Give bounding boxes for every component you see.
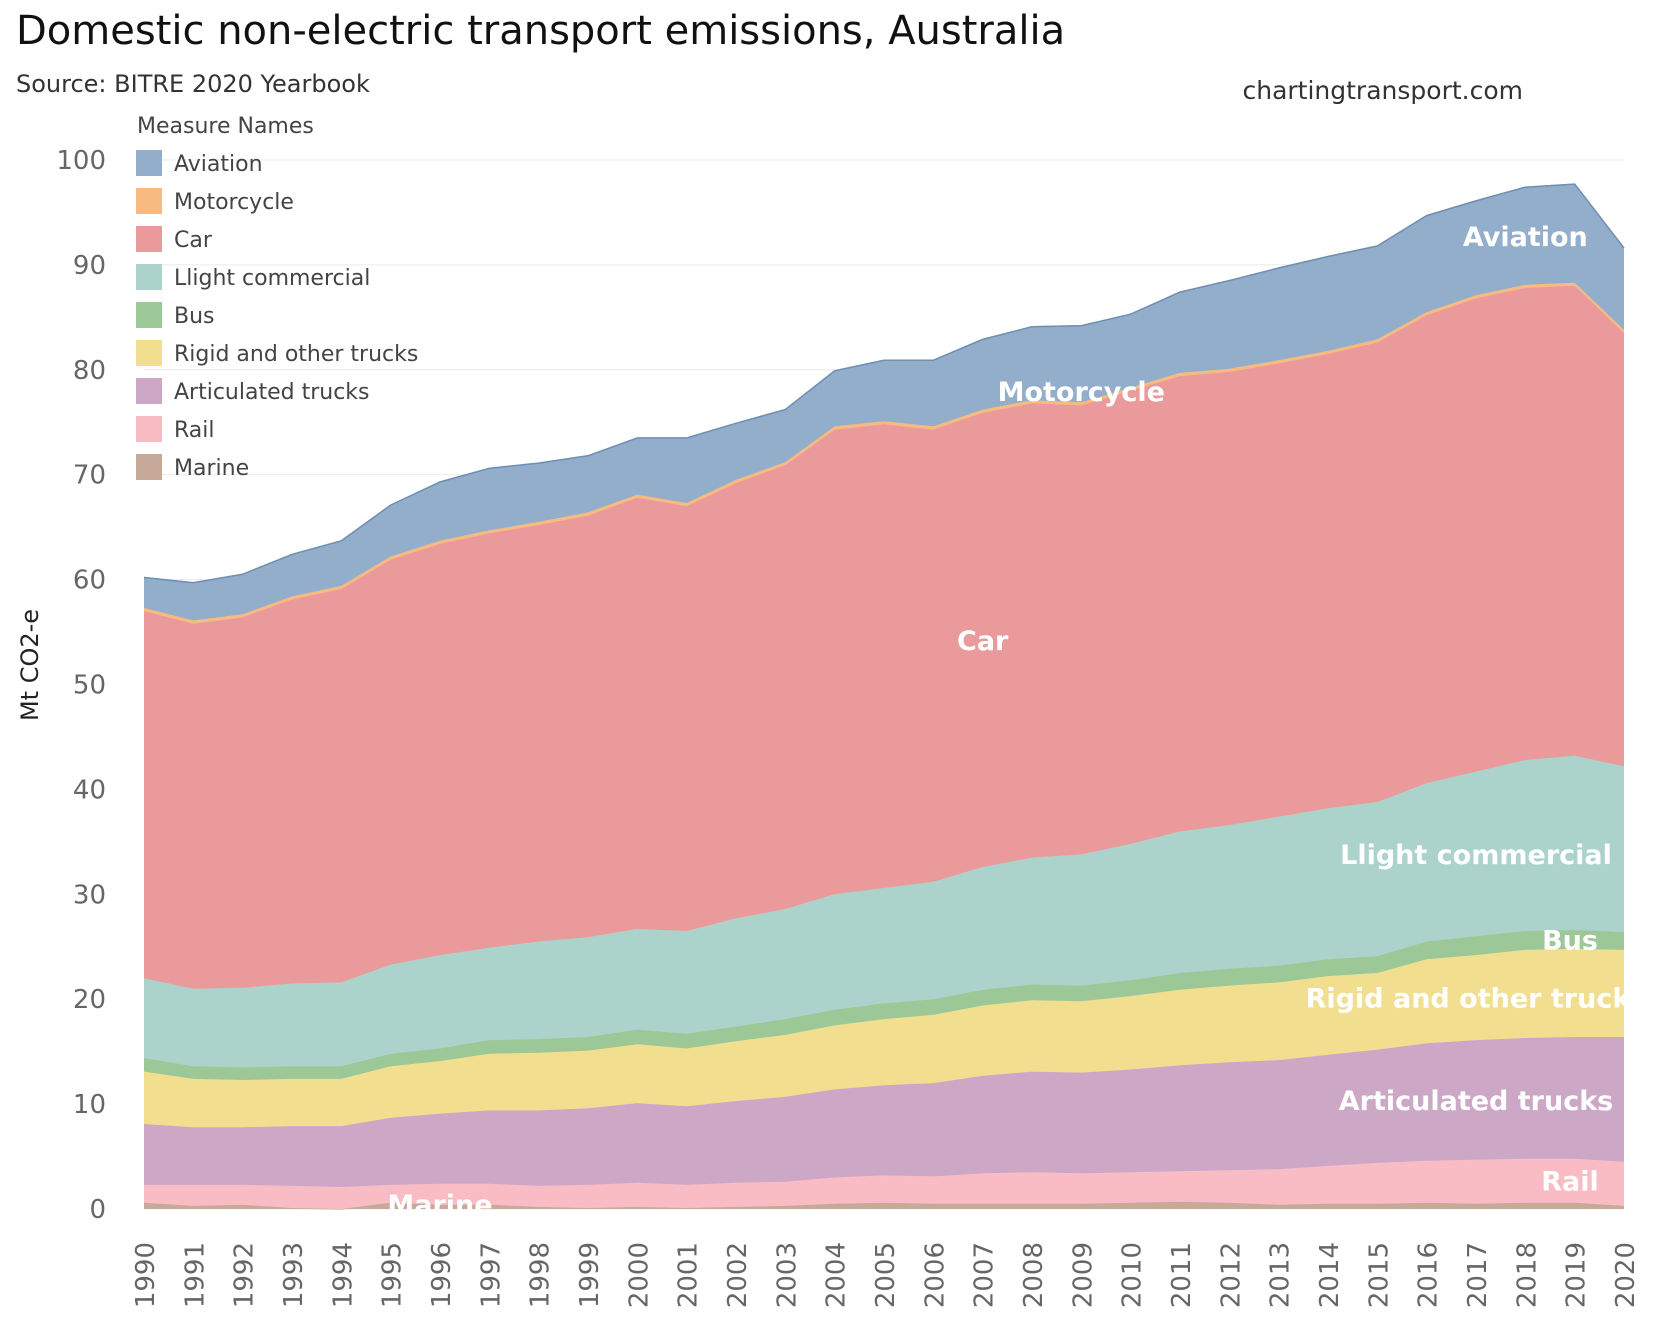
legend-swatch-motorcycle — [136, 188, 162, 214]
series-label-car: Car — [957, 626, 1009, 657]
chart-subtitle: Source: BITRE 2020 Yearbook — [16, 70, 370, 98]
credit-text: chartingtransport.com — [1242, 76, 1523, 105]
x-tick-label: 2003 — [772, 1242, 802, 1308]
y-tick-label: 0 — [89, 1195, 106, 1225]
y-axis-label: Mt CO2-e — [16, 609, 44, 721]
x-tick-label: 2015 — [1364, 1242, 1394, 1308]
x-tick-label: 2006 — [920, 1242, 950, 1308]
total-outline — [143, 183, 1625, 584]
x-tick-label: 2012 — [1216, 1242, 1246, 1308]
legend-title: Measure Names — [137, 114, 314, 139]
y-tick-label: 20 — [73, 985, 106, 1015]
y-axis: 0 10 20 30 40 50 60 70 80 90 100 — [56, 146, 106, 1225]
area-rigid-and-other-trucks — [144, 948, 1624, 1128]
legend-label-rail: Rail — [174, 418, 215, 443]
legend-label-car: Car — [174, 228, 213, 253]
series-label-motorcycle: Motorcycle — [998, 377, 1165, 408]
legend-label-aviation: Aviation — [174, 152, 263, 177]
x-tick-label: 1991 — [180, 1242, 210, 1308]
area-aviation — [144, 184, 1624, 621]
x-tick-label: 1990 — [131, 1242, 161, 1308]
series-label-marine: Marine — [387, 1190, 492, 1221]
x-tick-label: 2016 — [1414, 1242, 1444, 1308]
legend-swatch-articulated-trucks — [136, 378, 162, 404]
y-tick-label: 10 — [73, 1090, 106, 1120]
legend-swatch-aviation — [136, 150, 162, 176]
x-tick-label: 2008 — [1019, 1242, 1049, 1308]
area-car — [144, 285, 1624, 989]
x-tick-label: 2018 — [1512, 1242, 1542, 1308]
legend-label-motorcycle: Motorcycle — [174, 190, 294, 215]
legend-label-bus: Bus — [174, 304, 215, 329]
series-label-rigid-and-other-trucks: Rigid and other trucks — [1306, 984, 1647, 1015]
y-tick-label: 40 — [73, 775, 106, 805]
legend-swatch-marine — [136, 454, 162, 480]
legend-label-llight-commercial: Llight commercial — [174, 266, 370, 291]
x-tick-label: 2000 — [624, 1242, 654, 1308]
x-tick-label: 2009 — [1068, 1242, 1098, 1308]
legend: Measure Names Aviation Motorcycle Car Lligh… — [136, 114, 418, 481]
area-llight-commercial — [144, 755, 1624, 1068]
y-tick-label: 80 — [73, 356, 106, 386]
y-tick-label: 30 — [73, 880, 106, 910]
legend-swatch-car — [136, 226, 162, 252]
x-tick-label: 1996 — [427, 1242, 457, 1308]
series-label-bus: Bus — [1542, 925, 1598, 956]
series-label-llight-commercial: Llight commercial — [1340, 840, 1612, 871]
y-tick-label: 50 — [73, 670, 106, 700]
x-tick-label: 1995 — [378, 1242, 408, 1308]
x-axis: 1990 1991 1992 1993 1994 1995 1996 1997 1998 1999… — [131, 1242, 1641, 1308]
x-tick-label: 2020 — [1611, 1242, 1641, 1308]
area-series-group — [143, 183, 1625, 1210]
x-tick-label: 2002 — [723, 1242, 753, 1308]
legend-swatch-rigid-and-other-trucks — [136, 340, 162, 366]
legend-label-articulated-trucks: Articulated trucks — [174, 380, 370, 405]
chart-title: Domestic non-electric transport emission… — [16, 8, 1066, 54]
x-tick-label: 2014 — [1315, 1242, 1345, 1308]
series-labels: Aviation Motorcycle Car Llight commercial Bu… — [387, 222, 1646, 1221]
legend-swatch-rail — [136, 416, 162, 442]
series-label-articulated-trucks: Articulated trucks — [1339, 1086, 1614, 1117]
x-tick-label: 2005 — [871, 1242, 901, 1308]
legend-label-marine: Marine — [174, 456, 249, 481]
series-label-aviation: Aviation — [1463, 222, 1588, 253]
x-tick-label: 1999 — [575, 1242, 605, 1308]
y-tick-label: 90 — [73, 251, 106, 281]
x-tick-label: 2004 — [822, 1242, 852, 1308]
x-tick-label: 2019 — [1562, 1242, 1592, 1308]
x-tick-label: 2001 — [674, 1242, 704, 1308]
series-label-rail: Rail — [1541, 1167, 1599, 1198]
legend-swatch-llight-commercial — [136, 264, 162, 290]
area-rail — [144, 1158, 1624, 1209]
x-tick-label: 1992 — [230, 1242, 260, 1308]
x-tick-label: 2013 — [1266, 1242, 1296, 1308]
y-tick-label: 100 — [56, 146, 106, 176]
x-tick-label: 2011 — [1167, 1242, 1197, 1308]
y-tick-label: 60 — [73, 566, 106, 596]
legend-swatch-bus — [136, 302, 162, 328]
x-tick-label: 1998 — [526, 1242, 556, 1308]
area-marine — [144, 1201, 1624, 1209]
area-articulated-trucks — [144, 1037, 1624, 1187]
y-tick-label: 70 — [73, 461, 106, 491]
x-tick-label: 1997 — [476, 1242, 506, 1308]
x-tick-label: 2017 — [1463, 1242, 1493, 1308]
x-tick-label: 1993 — [279, 1242, 309, 1308]
x-tick-label: 2007 — [970, 1242, 1000, 1308]
x-tick-label: 2010 — [1118, 1242, 1148, 1308]
legend-label-rigid-and-other-trucks: Rigid and other trucks — [174, 342, 418, 367]
x-tick-label: 1994 — [328, 1242, 358, 1308]
